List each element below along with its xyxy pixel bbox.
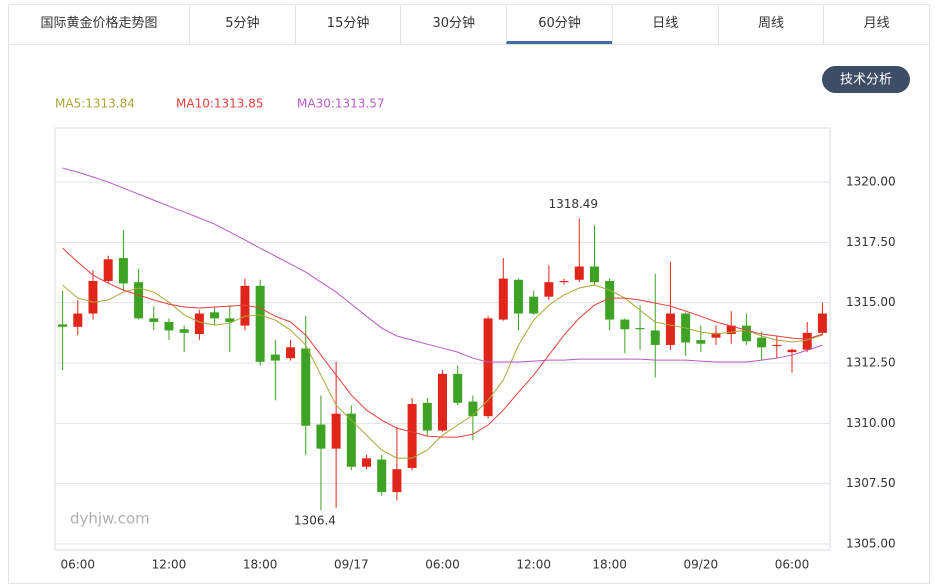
- candle-body: [817, 313, 827, 333]
- candle-body: [650, 330, 660, 345]
- tab[interactable]: 30分钟: [400, 5, 506, 44]
- candle-body: [73, 313, 83, 327]
- candle-body: [407, 404, 417, 468]
- tab[interactable]: 15分钟: [294, 5, 401, 44]
- candle-body: [225, 318, 235, 322]
- legend-entry: MA5:1313.84: [55, 97, 135, 111]
- candle-body: [589, 266, 599, 283]
- candle-body: [240, 285, 250, 326]
- legend-entry: MA10:1313.85: [176, 97, 264, 111]
- y-tick-label: 1317.50: [846, 235, 896, 249]
- x-tick-label: 06:00: [775, 558, 810, 572]
- candle-body: [194, 313, 204, 335]
- candle-body: [696, 340, 706, 344]
- candle-body: [741, 325, 751, 342]
- tab[interactable]: 周线: [717, 5, 824, 44]
- candle-body: [301, 348, 311, 426]
- candle-body: [134, 282, 144, 319]
- x-tick-label: 09/17: [334, 558, 369, 572]
- annotation: 1306.4: [294, 514, 336, 528]
- candle-body: [559, 280, 569, 283]
- candle-body: [620, 319, 630, 330]
- x-tick-label: 18:00: [243, 558, 278, 572]
- candle-body: [103, 259, 113, 281]
- candle-body: [286, 347, 296, 359]
- x-tick-label: 06:00: [425, 558, 460, 572]
- candle-body: [605, 280, 615, 320]
- candle-body: [544, 282, 554, 297]
- candle-body: [88, 280, 98, 314]
- candle-body: [757, 337, 767, 348]
- x-tick-label: 12:00: [152, 558, 187, 572]
- candle-body: [483, 318, 493, 417]
- tab[interactable]: 国际黄金价格走势图: [40, 16, 158, 31]
- annotation: 1318.49: [548, 197, 598, 211]
- candle-body: [179, 329, 189, 333]
- ma-line: [62, 167, 823, 363]
- tab[interactable]: 月线: [823, 5, 929, 44]
- y-tick-label: 1310.00: [846, 416, 896, 430]
- tab[interactable]: 5分钟: [189, 5, 295, 44]
- candle-body: [711, 332, 721, 338]
- ma-line: [62, 247, 823, 438]
- candle-body: [346, 413, 356, 467]
- candle-body: [513, 279, 523, 314]
- tab[interactable]: 60分钟: [506, 5, 612, 44]
- plot-frame: [54, 127, 831, 551]
- candle-body: [316, 424, 326, 449]
- candle-body: [270, 354, 280, 361]
- candle-body: [118, 258, 128, 284]
- x-tick-label: 12:00: [516, 558, 551, 572]
- x-tick-label: 09/20: [684, 558, 719, 572]
- candle-body: [392, 469, 402, 493]
- candle-body: [726, 325, 736, 335]
- candle-body: [377, 459, 387, 493]
- candle-body: [210, 312, 220, 319]
- candle-body: [255, 285, 265, 362]
- candle-body: [453, 373, 463, 403]
- candle-body: [574, 266, 584, 280]
- candle-body: [529, 296, 539, 314]
- ma-line: [62, 284, 823, 459]
- candle-body: [787, 349, 797, 353]
- candle-body: [772, 344, 782, 347]
- candle-body: [58, 324, 68, 327]
- y-tick-label: 1315.00: [846, 295, 896, 309]
- candle-body: [164, 321, 174, 331]
- candle-body: [665, 313, 675, 345]
- y-tick-label: 1307.50: [846, 476, 896, 490]
- candle-body: [149, 318, 159, 322]
- candle-body: [498, 278, 508, 320]
- tab[interactable]: 日线: [611, 5, 718, 44]
- y-tick-label: 1312.50: [846, 356, 896, 370]
- candle-body: [635, 328, 645, 330]
- candle-body: [468, 401, 478, 417]
- tab-bar: 国际黄金价格走势图 5分钟 15分钟 30分钟 60分钟 日线 周线 月线: [8, 4, 930, 45]
- candle-body: [331, 413, 341, 449]
- y-tick-label: 1320.00: [846, 175, 896, 189]
- analysis-button[interactable]: [822, 66, 910, 93]
- candle-body: [422, 402, 432, 431]
- x-tick-label: 06:00: [60, 558, 95, 572]
- candle-body: [802, 332, 812, 350]
- x-tick-label: 18:00: [592, 558, 627, 572]
- legend-entry: MA30:1313.57: [297, 97, 385, 111]
- watermark: dyhjw.com: [70, 510, 150, 528]
- candle-body: [362, 458, 372, 467]
- candle-body: [438, 373, 447, 431]
- y-tick-label: 1305.00: [846, 536, 896, 550]
- analysis-button-label[interactable]: 技术分析: [840, 73, 892, 88]
